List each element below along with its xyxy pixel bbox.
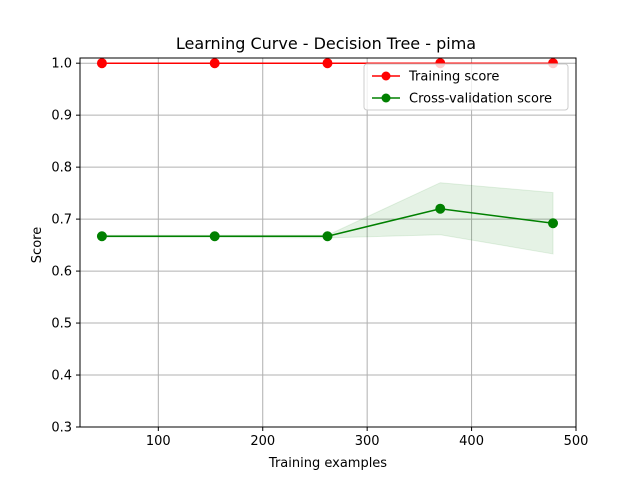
legend-box — [363, 63, 569, 111]
y-tick-label: 0.8 — [51, 161, 72, 176]
legend-swatch-marker — [381, 71, 391, 81]
y-tick-label: 0.6 — [51, 265, 72, 280]
legend-swatch-marker — [381, 93, 391, 103]
x-tick-label: 400 — [459, 434, 484, 449]
axis-ticks: 100 200 300 400 500 0.3 0.4 0.5 0.6 0.7 0.8 0.9 1.0 — [51, 57, 588, 449]
y-axis-label: Score — [30, 227, 45, 263]
x-tick-label: 200 — [250, 434, 275, 449]
legend-label: Training score — [408, 70, 499, 85]
series-1-point — [322, 231, 333, 242]
x-tick-label: 300 — [355, 434, 380, 449]
x-tick-label: 100 — [146, 434, 171, 449]
y-tick-label: 0.3 — [51, 421, 72, 436]
series-1-point — [435, 203, 446, 214]
x-tick-label: 500 — [564, 434, 589, 449]
y-tick-label: 0.7 — [51, 213, 72, 228]
legend-label: Cross-validation score — [409, 92, 552, 107]
series-0-point — [209, 58, 220, 69]
plot-frame — [79, 57, 577, 428]
series-lines — [96, 58, 559, 242]
x-axis-label: Training examples — [268, 456, 387, 471]
series-0-point — [322, 58, 333, 69]
y-tick-label: 0.4 — [51, 369, 72, 384]
legend: Training score Cross-validation score — [363, 63, 569, 111]
series-1-point — [548, 218, 559, 229]
series-1-point — [209, 231, 220, 242]
y-tick-label: 1.0 — [51, 57, 72, 72]
series-1-point — [96, 231, 107, 242]
series-1-band — [101, 182, 554, 255]
chart-title: Learning Curve - Decision Tree - pima — [176, 34, 476, 53]
series-0-point — [96, 58, 107, 69]
y-tick-label: 0.5 — [51, 317, 72, 332]
y-tick-label: 0.9 — [51, 109, 72, 124]
